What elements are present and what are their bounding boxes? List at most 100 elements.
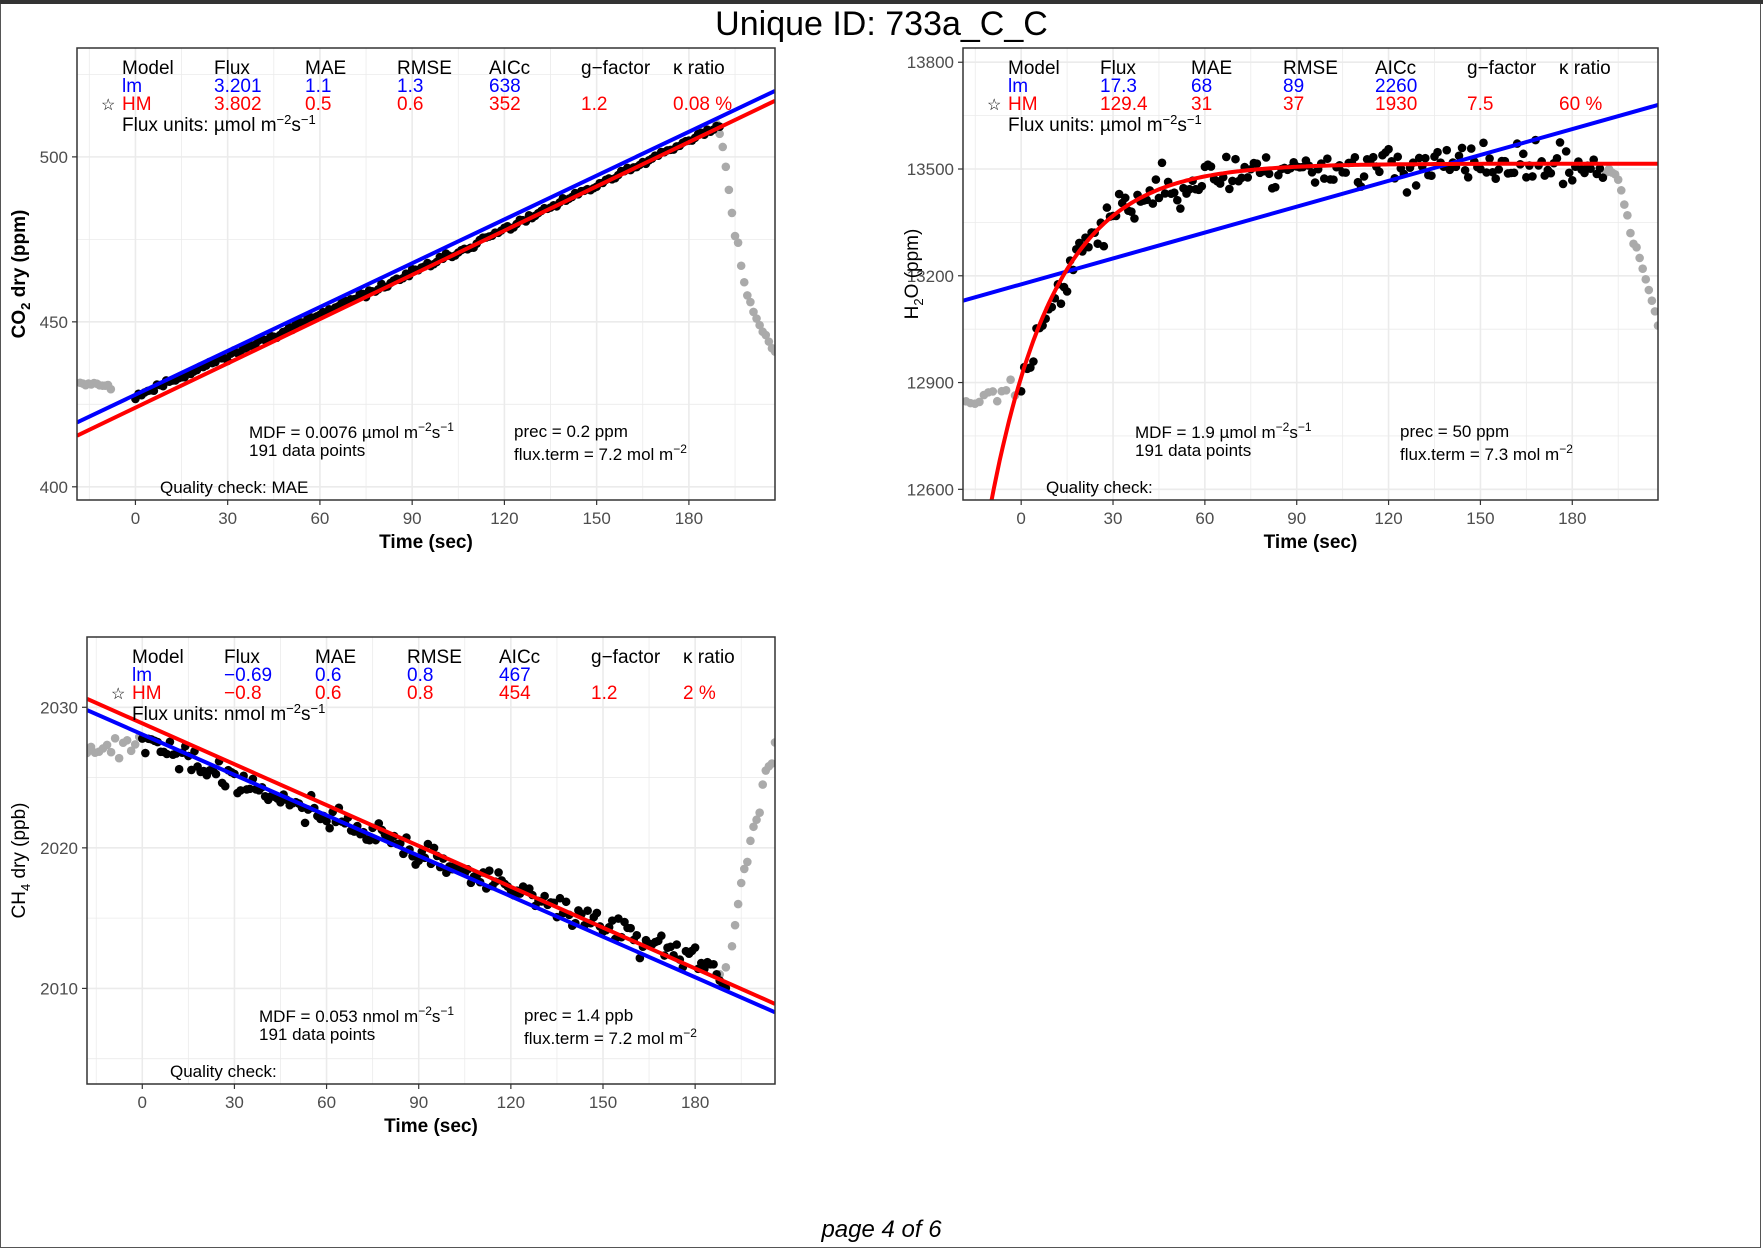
measured-point	[1460, 165, 1470, 175]
legend-hm-cell: 2 %	[683, 683, 716, 704]
flux-term-label: flux.term = 7.2 mol m−2	[524, 1026, 697, 1048]
measured-point	[1595, 164, 1605, 173]
figure-title: Unique ID: 733a_C_C	[715, 5, 1048, 43]
excluded-point	[102, 740, 112, 750]
measured-point	[423, 839, 433, 849]
flux-units-exponent: −2	[1163, 112, 1178, 127]
legend-header-cell: Model	[1008, 58, 1060, 79]
x-axis-title: Time (sec)	[1264, 532, 1358, 553]
measured-point	[1252, 159, 1262, 168]
measured-point	[1393, 152, 1403, 162]
measured-point	[1411, 181, 1421, 190]
flux-units-exponent: −2	[277, 112, 292, 127]
measured-point	[1099, 241, 1109, 251]
measured-point	[690, 943, 700, 952]
measured-point	[1518, 149, 1528, 159]
excluded-point	[114, 753, 124, 763]
y-axis-title-subscript: 2	[911, 298, 926, 305]
excluded-point	[752, 314, 761, 323]
legend-lm-cell: 17.3	[1100, 76, 1137, 97]
excluded-point	[733, 899, 743, 909]
excluded-point	[764, 337, 774, 346]
excluded-point	[1632, 243, 1641, 252]
excluded-point	[736, 878, 746, 888]
excluded-point	[1641, 275, 1651, 284]
y-tick-label: 2010	[40, 979, 78, 998]
x-tick-label: 60	[1195, 509, 1214, 528]
mdf-exponent: −2	[1276, 420, 1290, 434]
legend-lm-cell: lm	[122, 76, 142, 97]
measured-point	[1264, 169, 1274, 179]
legend-hm-cell: 1.2	[581, 94, 607, 115]
legend-header-cell: g−factor	[1467, 58, 1537, 79]
legend-best-model-star: ☆	[101, 97, 115, 114]
measured-point	[1494, 165, 1504, 174]
excluded-point	[724, 185, 734, 195]
measured-point	[1062, 287, 1072, 296]
legend-lm-cell: 3.201	[214, 76, 262, 97]
hm-fit-line	[87, 697, 775, 1006]
measured-point	[1375, 167, 1384, 177]
measured-point	[592, 908, 602, 918]
plot-frame	[962, 47, 1659, 501]
mdf-text: s	[432, 423, 441, 442]
x-tick-label: 30	[225, 1093, 244, 1112]
legend-lm-cell: 1.1	[305, 76, 331, 97]
y-tick-label: 13200	[907, 267, 954, 286]
measured-point	[494, 868, 503, 877]
excluded-point	[730, 231, 740, 241]
flux-units-text: Flux units: µmol m	[1008, 115, 1163, 136]
excluded-point	[122, 735, 132, 745]
y-tick-label: 2020	[40, 839, 78, 858]
page-footer: page 4 of 6	[821, 1216, 942, 1243]
measured-point	[325, 823, 334, 833]
measured-point	[1359, 172, 1369, 181]
excluded-point	[730, 920, 740, 930]
excluded-point	[727, 208, 737, 218]
y-axis-title: CO2 dry (ppm)	[9, 210, 33, 339]
legend-header-cell: κ ratio	[683, 647, 735, 668]
legend-hm-cell: 7.5	[1467, 94, 1493, 115]
y-tick-label: 12900	[907, 374, 954, 393]
measured-point	[1546, 168, 1556, 178]
measured-point	[1463, 173, 1473, 182]
excluded-point	[1001, 385, 1011, 395]
measured-point	[1222, 152, 1231, 162]
legend-header-cell: MAE	[305, 58, 346, 79]
x-axis-title: Time (sec)	[384, 1116, 478, 1137]
measured-point	[1414, 153, 1424, 163]
legend-header-cell: Flux	[1100, 58, 1136, 79]
mdf-label: MDF = 0.0076 µmol m−2s−1	[249, 420, 454, 442]
y-tick-label: 13500	[907, 160, 954, 179]
lm-fit-line	[77, 89, 775, 425]
flux-term-text: flux.term = 7.2 mol m	[524, 1029, 683, 1048]
legend-header-cell: Flux	[214, 58, 250, 79]
flux-term-label: flux.term = 7.3 mol m−2	[1400, 442, 1573, 464]
measured-point	[1466, 144, 1476, 153]
y-axis-title-main: H	[902, 306, 923, 320]
legend-header-cell: Model	[122, 58, 174, 79]
y-axis-title-rest: dry (ppm)	[9, 210, 30, 303]
legend-hm-cell: 60 %	[1559, 94, 1602, 115]
x-tick-label: 90	[409, 1093, 428, 1112]
co2-flux-panel: 0 30 60 90 120 150 180 400 450 500 Time (sec) CO2 d…	[9, 47, 776, 553]
y-axis-title-subscript: 4	[18, 884, 33, 891]
measured-point	[1310, 178, 1320, 187]
excluded-point	[721, 162, 731, 172]
legend-header-cell: κ ratio	[673, 58, 725, 79]
excluded-point	[733, 238, 743, 247]
measured-point	[672, 940, 682, 949]
measured-point	[1270, 182, 1280, 192]
quality-check-label: Quality check:	[170, 1062, 277, 1081]
excluded-point	[770, 738, 775, 747]
legend-hm-cell: HM	[122, 94, 152, 115]
flux-units-exponent: −1	[1187, 112, 1202, 127]
measured-point	[1485, 154, 1494, 163]
lm-fit-line	[963, 103, 1658, 303]
flux-term-text: flux.term = 7.2 mol m	[514, 445, 673, 464]
measured-point	[1231, 154, 1240, 164]
data-layer	[963, 103, 1658, 500]
legend-hm-cell: 0.6	[315, 683, 341, 704]
x-tick-label: 30	[1104, 509, 1123, 528]
x-tick-label: 120	[490, 509, 518, 528]
